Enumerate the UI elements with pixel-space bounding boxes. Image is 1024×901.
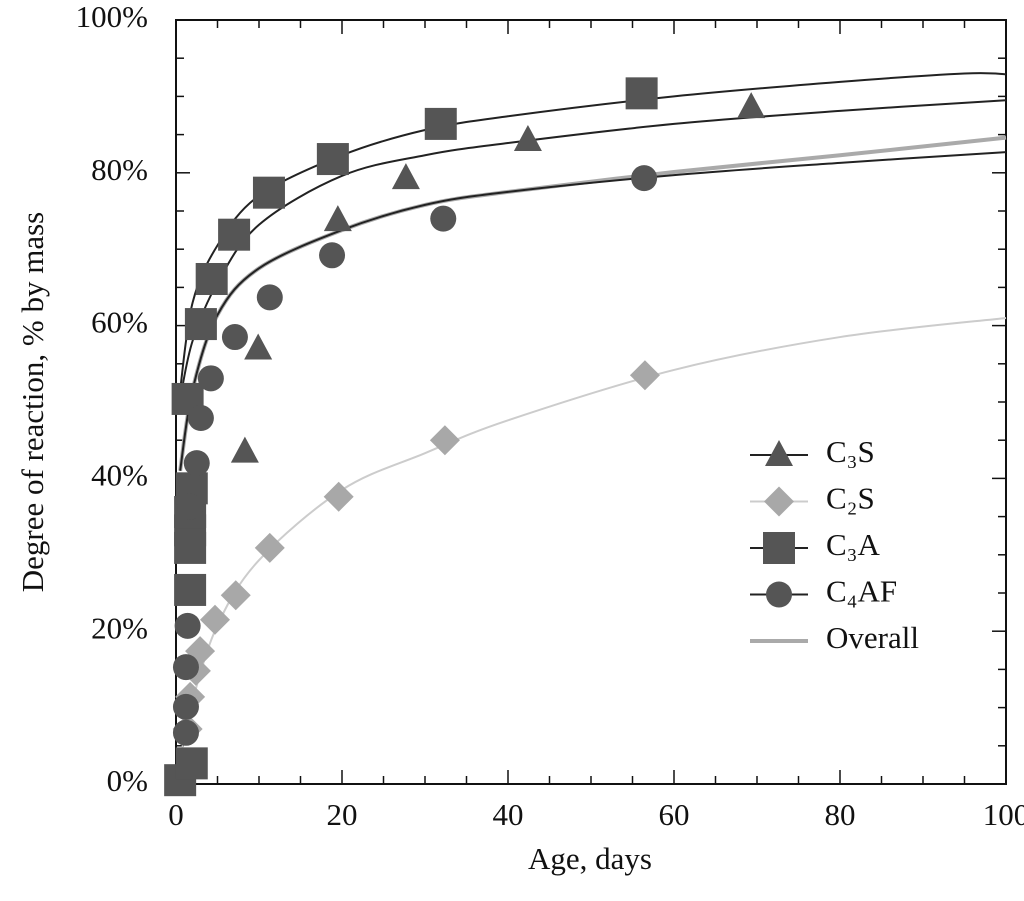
marker-triangle: [513, 124, 542, 151]
x-tick-label: 60: [659, 797, 690, 832]
x-tick-label: 20: [327, 797, 358, 832]
y-tick-label: 100%: [76, 0, 148, 34]
marker-triangle: [244, 333, 273, 360]
y-tick-label: 80%: [91, 152, 148, 187]
marker-square: [625, 77, 658, 110]
marker-triangle: [230, 436, 259, 463]
marker-triangle: [323, 205, 352, 232]
marker-square: [763, 532, 795, 564]
fit-line: [179, 316, 1007, 769]
marker-circle: [183, 450, 210, 477]
marker-circle: [221, 324, 248, 351]
marker-circle: [187, 405, 214, 432]
x-tick-label: 0: [168, 797, 184, 832]
marker-diamond: [220, 580, 251, 611]
plot-frame: [175, 19, 1007, 785]
marker-triangle: [765, 440, 793, 466]
y-tick-label: 60%: [91, 305, 148, 340]
marker-square: [252, 176, 285, 209]
marker-diamond: [429, 425, 460, 456]
marker-circle: [197, 365, 224, 392]
legend-label: C₄AF: [826, 574, 897, 609]
marker-circle: [172, 719, 199, 746]
marker-circle: [319, 242, 346, 269]
marker-triangle: [737, 92, 766, 119]
fit-line: [178, 135, 1007, 472]
marker-diamond: [200, 604, 231, 635]
marker-circle: [177, 493, 204, 520]
y-tick-label: 0%: [107, 763, 148, 798]
marker-circle: [174, 612, 201, 639]
x-tick-label: 40: [493, 797, 524, 832]
marker-circle: [766, 581, 792, 608]
marker-square: [184, 308, 217, 341]
legend-label: C₃S: [826, 434, 875, 469]
marker-square: [174, 573, 207, 606]
marker-diamond: [764, 486, 794, 517]
marker-circle: [172, 654, 199, 681]
legend-label: C₃A: [826, 527, 880, 562]
marker-circle: [631, 165, 658, 192]
marker-square: [316, 143, 349, 176]
fit-line: [179, 72, 1007, 390]
marker-triangle: [391, 163, 420, 190]
marker-square: [175, 747, 208, 780]
x-tick-label: 100: [983, 797, 1024, 832]
marker-square: [424, 107, 457, 140]
x-tick-label: 80: [825, 797, 856, 832]
marker-diamond: [629, 360, 660, 391]
fit-line: [179, 99, 1007, 400]
legend-label: C₂S: [826, 481, 875, 516]
marker-square: [218, 218, 251, 251]
y-axis-label: Degree of reaction, % by mass: [15, 212, 50, 592]
marker-diamond: [323, 481, 354, 512]
x-axis-label: Age, days: [528, 841, 652, 876]
marker-square: [195, 262, 228, 295]
marker-circle: [172, 693, 199, 720]
marker-circle: [256, 284, 283, 311]
marker-diamond: [254, 532, 285, 563]
marker-circle: [430, 205, 457, 232]
legend-label: Overall: [826, 620, 919, 655]
y-tick-label: 20%: [91, 610, 148, 645]
fit-line: [179, 151, 1007, 471]
y-tick-label: 40%: [91, 458, 148, 493]
